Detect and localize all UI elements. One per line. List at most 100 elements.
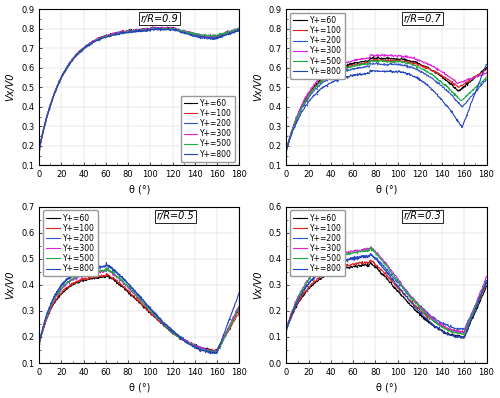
Y-axis label: Vx/V0: Vx/V0: [253, 73, 263, 101]
Y+=500: [362, 249, 368, 254]
Y+=300: [181, 338, 187, 343]
Y+=60: [162, 324, 168, 329]
Y+=60: [430, 68, 436, 73]
Line: Y+=300: Y+=300: [38, 26, 240, 150]
Y+=200: [60, 72, 66, 77]
Y+=60: [284, 146, 290, 151]
Text: r/R=0.9: r/R=0.9: [140, 14, 178, 24]
Y+=300: [428, 63, 434, 68]
Y+=100: [458, 330, 464, 335]
Y+=100: [149, 25, 155, 30]
Y+=100: [410, 300, 416, 305]
Y+=800: [182, 339, 188, 344]
Y+=800: [182, 30, 188, 35]
Y+=500: [102, 35, 107, 39]
Y+=100: [181, 29, 187, 34]
Y+=500: [36, 146, 42, 150]
Y+=60: [284, 326, 290, 331]
Y+=200: [209, 350, 215, 355]
Y+=200: [430, 314, 436, 319]
Y+=60: [484, 65, 490, 70]
Y+=300: [430, 316, 436, 321]
Line: Y+=500: Y+=500: [38, 267, 240, 354]
Y+=300: [348, 59, 354, 63]
Y+=60: [410, 304, 416, 309]
Line: Y+=200: Y+=200: [286, 253, 487, 330]
Y+=500: [162, 26, 168, 31]
Y+=200: [348, 67, 354, 72]
Y+=60: [210, 349, 216, 354]
Y+=800: [156, 25, 162, 30]
Y+=300: [484, 70, 490, 75]
Y+=800: [236, 29, 242, 33]
Y+=200: [116, 273, 122, 278]
Line: Y+=200: Y+=200: [38, 265, 240, 353]
Y+=60: [236, 306, 242, 311]
Y+=60: [36, 148, 42, 152]
Y+=60: [484, 284, 490, 289]
Y+=500: [461, 332, 467, 337]
Legend: Y+=60, Y+=100, Y+=200, Y+=300, Y+=500, Y+=800: Y+=60, Y+=100, Y+=200, Y+=300, Y+=500, Y…: [43, 211, 98, 276]
Y+=800: [410, 74, 416, 78]
Y+=200: [236, 304, 242, 308]
Y+=300: [460, 331, 466, 336]
Y+=300: [348, 249, 354, 254]
Y+=800: [181, 338, 187, 343]
Y+=100: [60, 287, 66, 292]
Y+=200: [162, 27, 168, 32]
Y+=500: [484, 75, 490, 80]
Y+=100: [308, 283, 314, 287]
Y+=500: [348, 64, 354, 69]
Y+=500: [308, 90, 314, 95]
Y+=500: [236, 25, 242, 30]
Line: Y+=100: Y+=100: [286, 59, 487, 151]
Y+=60: [410, 59, 416, 64]
Line: Y+=100: Y+=100: [38, 273, 240, 353]
Y+=800: [284, 326, 290, 331]
Y+=300: [284, 325, 290, 330]
Y+=500: [236, 304, 242, 309]
Line: Y+=200: Y+=200: [286, 62, 487, 151]
Line: Y+=800: Y+=800: [286, 64, 487, 150]
Y-axis label: Vx/V0: Vx/V0: [6, 271, 16, 299]
Y+=200: [374, 60, 380, 65]
X-axis label: θ (°): θ (°): [376, 382, 397, 392]
Y+=500: [60, 284, 66, 289]
Y+=300: [410, 296, 416, 300]
Y+=800: [36, 146, 42, 151]
Y+=100: [378, 57, 384, 62]
Y+=300: [368, 244, 374, 249]
Y+=500: [376, 58, 382, 62]
Y+=800: [428, 321, 434, 326]
Y+=800: [348, 256, 354, 261]
Y+=300: [284, 146, 290, 151]
Y+=800: [362, 254, 368, 259]
Y+=300: [362, 56, 368, 61]
Y+=100: [116, 31, 121, 36]
Y+=300: [102, 269, 107, 273]
Y+=800: [60, 280, 66, 285]
X-axis label: θ (°): θ (°): [376, 185, 397, 195]
Y+=800: [60, 72, 66, 77]
Y+=300: [484, 274, 490, 279]
Y+=300: [379, 52, 385, 57]
Y+=200: [308, 279, 314, 283]
Y+=300: [182, 29, 188, 34]
Y+=200: [368, 251, 374, 256]
Line: Y+=100: Y+=100: [286, 259, 487, 333]
Line: Y+=800: Y+=800: [38, 262, 240, 354]
Y+=200: [348, 257, 354, 261]
Y+=60: [236, 27, 242, 32]
Y+=100: [410, 61, 416, 66]
Y+=300: [208, 350, 214, 355]
Y+=800: [410, 301, 416, 306]
Y+=500: [181, 338, 187, 343]
Y+=60: [162, 26, 168, 31]
Y+=200: [36, 146, 42, 151]
Y+=500: [484, 279, 490, 283]
Y+=300: [430, 64, 436, 69]
Y+=800: [368, 252, 374, 257]
Y+=500: [410, 298, 416, 303]
Text: r/R=0.3: r/R=0.3: [404, 211, 442, 221]
Legend: Y+=60, Y+=100, Y+=200, Y+=300, Y+=500, Y+=800: Y+=60, Y+=100, Y+=200, Y+=300, Y+=500, Y…: [290, 211, 345, 276]
